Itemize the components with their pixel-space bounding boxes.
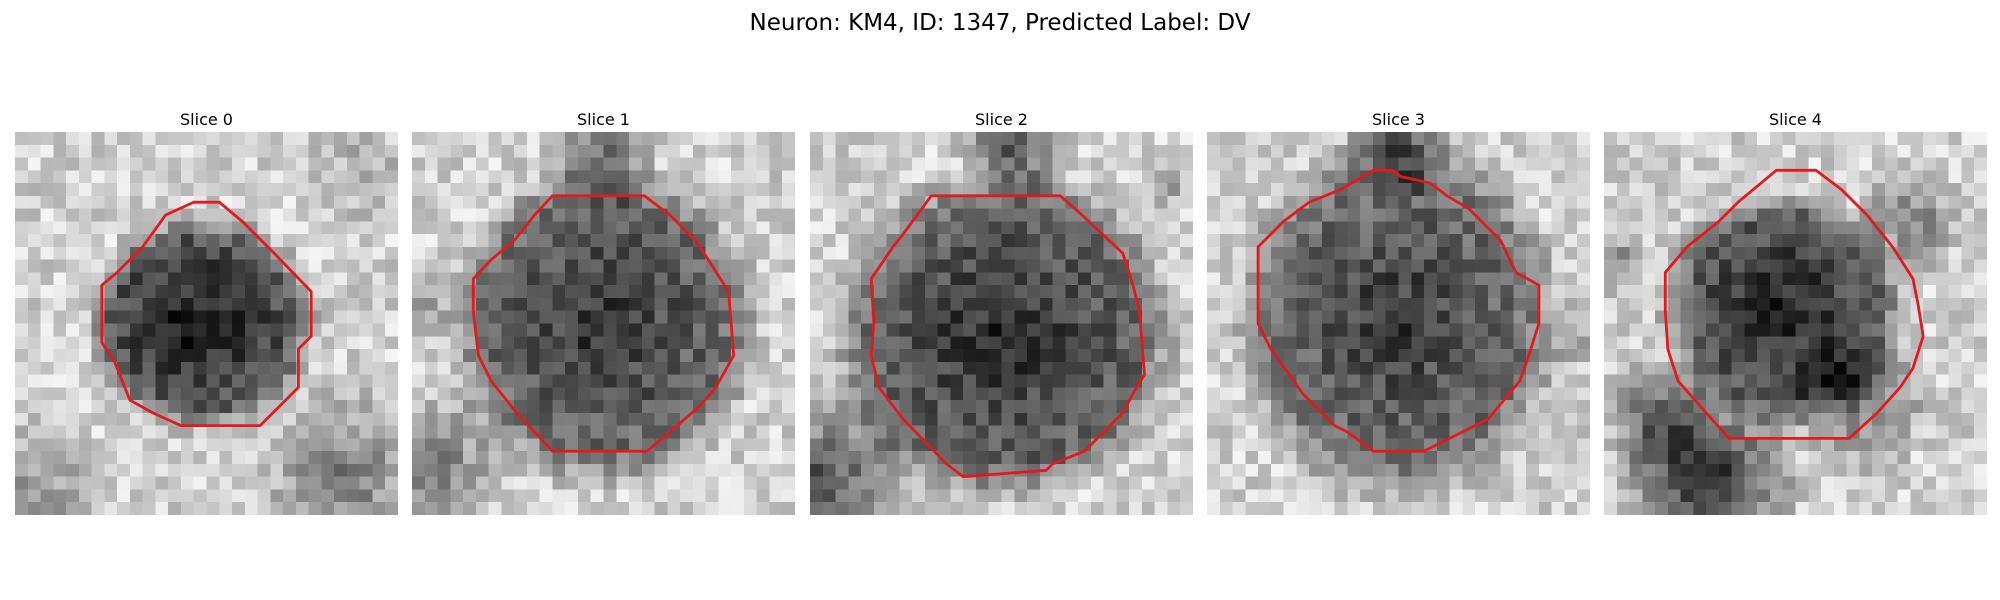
pixel-grid	[412, 132, 795, 515]
slice-panel-0: Slice 0	[15, 110, 398, 515]
slice-panel-3: Slice 3	[1207, 110, 1590, 515]
slice-image-0	[15, 132, 398, 515]
pixel-grid	[1604, 132, 1987, 515]
slice-title-3: Slice 3	[1372, 110, 1425, 129]
figure-title: Neuron: KM4, ID: 1347, Predicted Label: …	[749, 10, 1251, 36]
segmentation-contour	[869, 194, 1146, 479]
slice-title-1: Slice 1	[577, 110, 630, 129]
segmentation-contour	[471, 194, 736, 453]
segmentation-contour	[100, 200, 313, 428]
slice-title-0: Slice 0	[180, 110, 233, 129]
slice-title-2: Slice 2	[975, 110, 1028, 129]
slice-panel-2: Slice 2	[810, 110, 1193, 515]
pixel-grid	[810, 132, 1193, 515]
slice-panel-4: Slice 4	[1604, 110, 1987, 515]
pixel-grid	[15, 132, 398, 515]
slice-title-4: Slice 4	[1769, 110, 1822, 129]
slice-image-4	[1604, 132, 1987, 515]
segmentation-contour	[1256, 168, 1541, 453]
pixel-grid	[1207, 132, 1590, 515]
segmentation-contour	[1663, 168, 1925, 440]
slice-image-2	[810, 132, 1193, 515]
slice-image-3	[1207, 132, 1590, 515]
slice-image-1	[412, 132, 795, 515]
slice-panel-1: Slice 1	[412, 110, 795, 515]
